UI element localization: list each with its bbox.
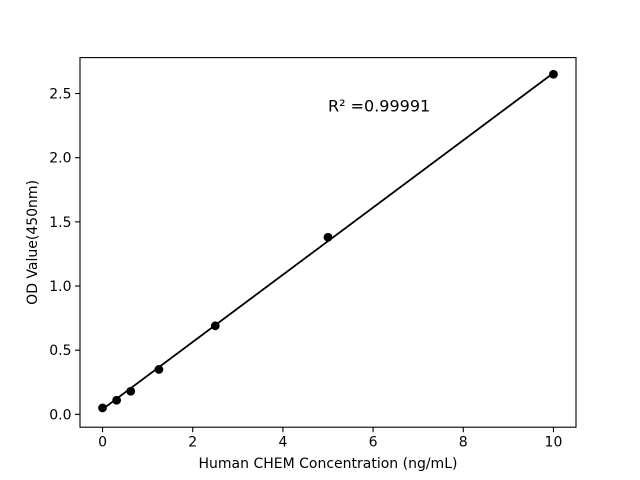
data-point bbox=[210, 321, 220, 331]
data-point bbox=[154, 365, 164, 374]
plot-border bbox=[79, 57, 577, 428]
y-tick-label: 1.0 bbox=[49, 279, 71, 295]
y-tick-label: 2.5 bbox=[49, 87, 71, 103]
x-tick-label: 4 bbox=[278, 435, 287, 451]
r-squared-annotation: R² =0.99991 bbox=[328, 97, 430, 116]
y-axis-label: OD Value(450nm) bbox=[25, 180, 41, 305]
x-tick-label: 2 bbox=[188, 435, 197, 451]
data-point bbox=[126, 386, 136, 396]
x-tick-label: 6 bbox=[369, 435, 378, 451]
data-point bbox=[549, 69, 558, 79]
y-tick-label: 0.5 bbox=[49, 343, 71, 359]
plot-area: 0 2 4 6 8 10 0.0 0.5 1.0 1.5 2.0 2.5 bbox=[49, 57, 577, 451]
y-tick-label: 1.5 bbox=[49, 215, 71, 231]
data-point bbox=[323, 232, 333, 242]
x-tick-label: 10 bbox=[545, 435, 563, 451]
y-tick-label: 2.0 bbox=[49, 151, 71, 167]
x-tick-label: 0 bbox=[98, 435, 107, 451]
data-point bbox=[98, 403, 107, 413]
x-axis-label: Human CHEM Concentration (ng/mL) bbox=[199, 456, 458, 472]
data-point bbox=[112, 395, 122, 405]
x-tick-label: 8 bbox=[459, 435, 468, 451]
y-tick-label: 0.0 bbox=[49, 407, 71, 423]
